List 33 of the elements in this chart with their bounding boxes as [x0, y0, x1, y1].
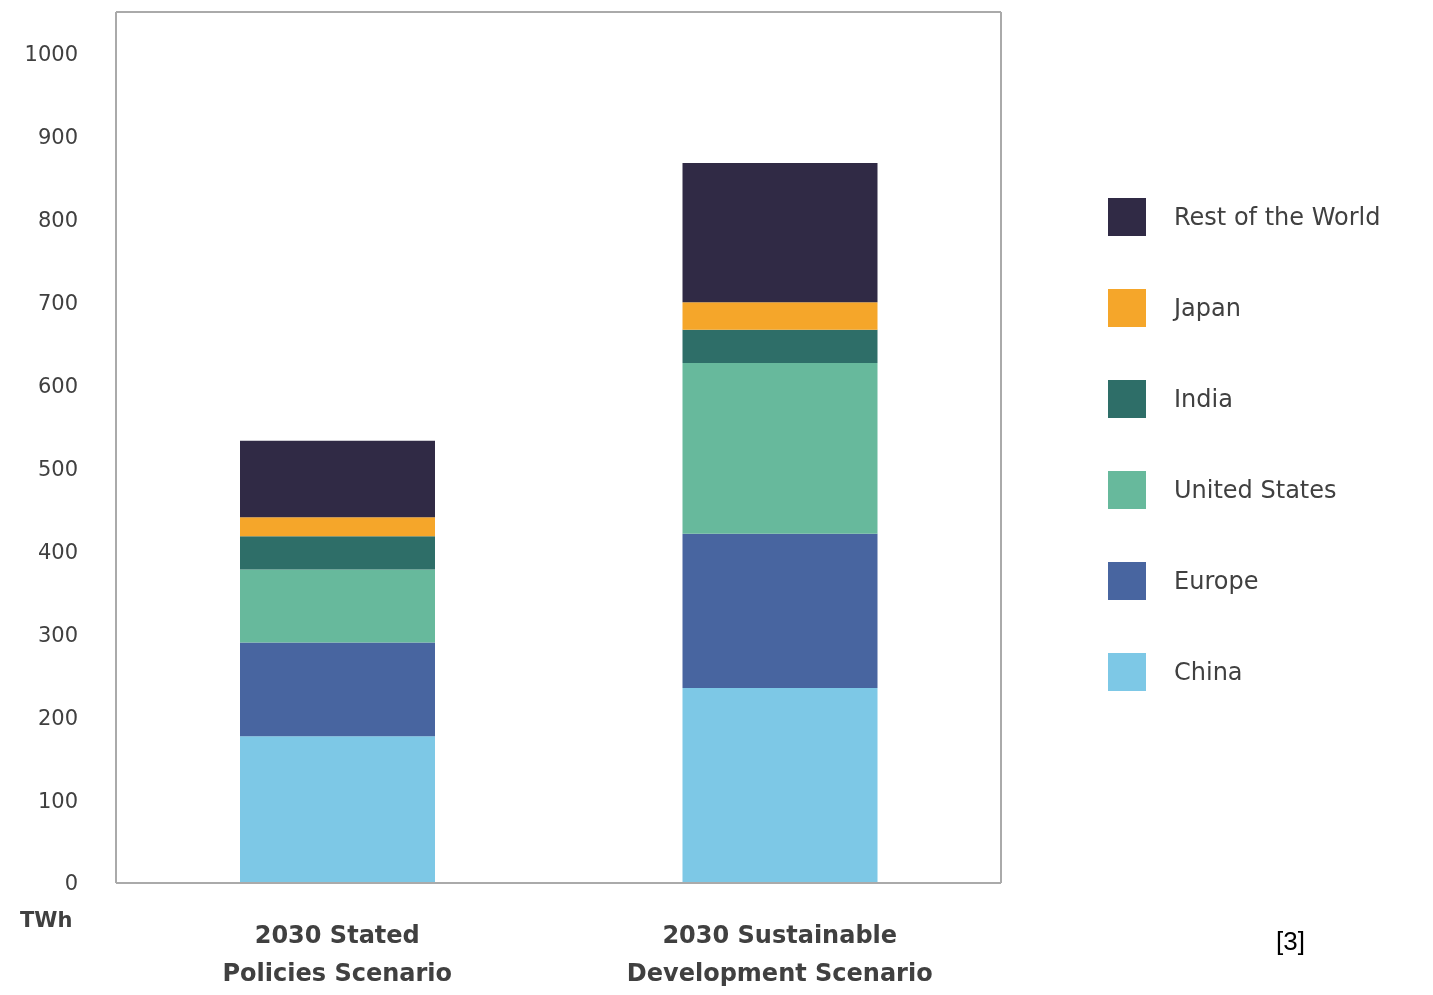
text: [3] [1276, 926, 1305, 957]
legend-label: Rest of the World [1174, 203, 1381, 231]
legend-label: Japan [1174, 294, 1241, 322]
y-tick-label: 500 [37, 456, 78, 481]
bar [240, 517, 435, 537]
legend-label: Europe [1174, 567, 1259, 595]
bar [240, 536, 435, 570]
x-tick-label: 2030 Sustainable Development Scenario [626, 921, 933, 987]
bar [240, 569, 435, 643]
y-tick-label: 300 [37, 622, 78, 647]
x-tick-label: 2030 Stated Policies Scenario [222, 921, 453, 987]
y-tick-label: 1000 [24, 41, 78, 66]
y-tick-label: 200 [37, 705, 78, 730]
bar [682, 533, 878, 689]
y-tick-label: 600 [37, 373, 78, 398]
y-tick-label: 900 [37, 124, 78, 149]
legend-label: India [1174, 385, 1233, 413]
bar [240, 642, 435, 737]
y-tick-label: 0 [64, 871, 78, 896]
bar [682, 329, 878, 363]
legend-label: China [1174, 658, 1243, 686]
y-tick-label: 100 [37, 788, 78, 813]
bar [682, 362, 878, 534]
bar [682, 162, 878, 303]
y-tick-label: 400 [37, 539, 78, 564]
y-axis-title: TWh [20, 908, 73, 932]
bar [240, 440, 435, 518]
legend-label: United States [1174, 476, 1337, 504]
y-tick-label: 800 [37, 207, 78, 232]
y-tick-label: 700 [37, 290, 78, 315]
bar [682, 302, 878, 330]
bar [682, 688, 878, 883]
bar [240, 736, 435, 883]
